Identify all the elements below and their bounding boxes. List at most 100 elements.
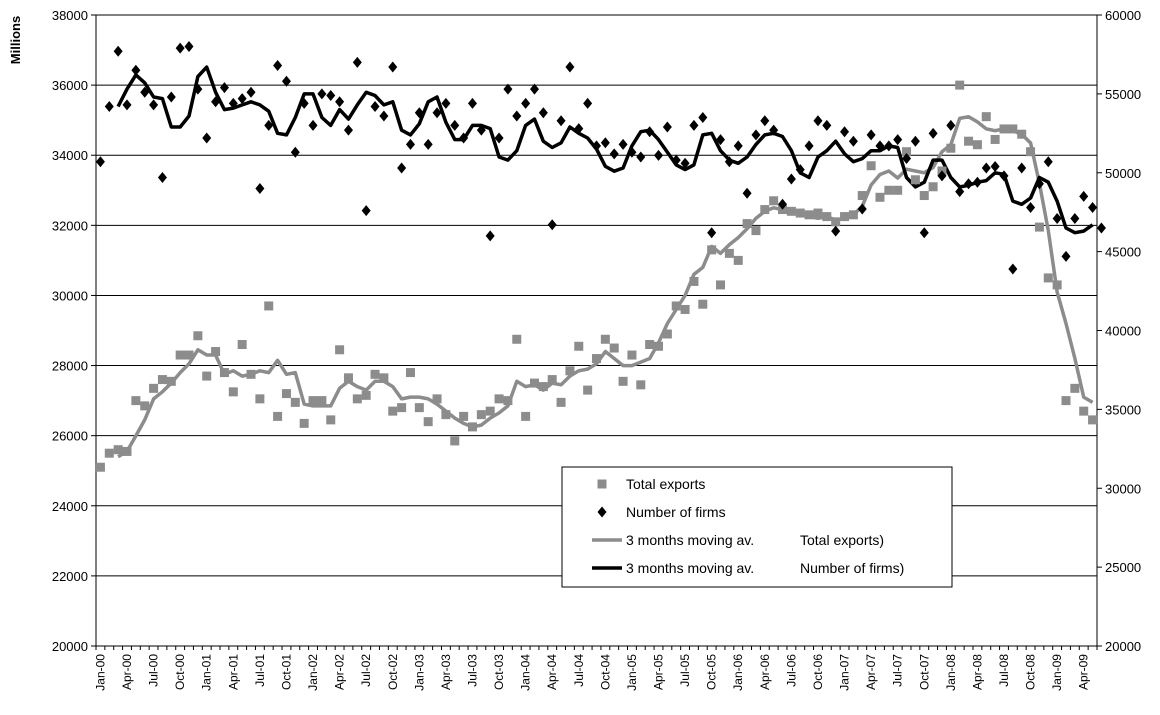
y-left-tick-label: 38000 <box>52 8 88 23</box>
total-exports-point <box>113 445 123 455</box>
number-of-firms-point <box>467 97 477 109</box>
number-of-firms-point <box>326 89 336 101</box>
total-exports-point <box>175 350 185 360</box>
total-exports-point <box>1070 383 1080 393</box>
number-of-firms-point <box>937 170 947 182</box>
total-exports-point <box>352 394 362 404</box>
total-exports-points <box>95 80 1098 472</box>
y-left-tick-label: 22000 <box>52 569 88 584</box>
total-exports-point <box>804 210 814 220</box>
x-tick-label: Oct-03 <box>492 654 506 690</box>
x-tick-label: Apr-09 <box>1077 654 1091 690</box>
number-of-firms-point <box>999 170 1009 182</box>
total-exports-point <box>140 401 150 411</box>
total-exports-point <box>361 390 371 400</box>
total-exports-point <box>848 210 858 220</box>
moving-average-firms-line <box>116 65 1094 235</box>
number-of-firms-point <box>379 110 389 122</box>
total-exports-point <box>95 462 105 472</box>
number-of-firms-points <box>95 41 1106 275</box>
total-exports-point <box>769 196 779 206</box>
y-left-tick-label: 34000 <box>52 148 88 163</box>
x-tick-label: Jul-01 <box>253 654 267 687</box>
total-exports-point <box>326 415 336 425</box>
total-exports-point <box>131 396 141 406</box>
total-exports-point <box>972 140 982 150</box>
number-of-firms-point <box>813 115 823 127</box>
number-of-firms-point <box>450 119 460 131</box>
number-of-firms-point <box>751 129 761 141</box>
number-of-firms-point <box>343 124 353 136</box>
x-tick-label: Jan-09 <box>1050 654 1064 691</box>
total-exports-point <box>556 397 566 407</box>
number-of-firms-point <box>237 93 247 105</box>
total-exports-point <box>405 368 415 378</box>
number-of-firms-point <box>866 129 876 141</box>
y-left-tick-label: 28000 <box>52 359 88 374</box>
x-tick-label: Jan-04 <box>519 654 533 691</box>
number-of-firms-point <box>95 156 105 168</box>
y-left-tick-label: 30000 <box>52 288 88 303</box>
total-exports-point <box>228 387 238 397</box>
total-exports-point <box>1026 147 1036 157</box>
total-exports-point <box>149 383 159 393</box>
y-right-tick-label: 25000 <box>1105 560 1141 575</box>
total-exports-point <box>467 422 477 432</box>
number-of-firms-point <box>113 45 123 57</box>
number-of-firms-point <box>698 112 708 124</box>
total-exports-point <box>884 185 894 195</box>
number-of-firms-point <box>423 138 433 150</box>
number-of-firms-point <box>503 83 513 95</box>
grid-lines <box>96 84 1097 577</box>
legend-label: Total exports <box>626 476 705 492</box>
y-axis-label: Millions <box>8 16 23 64</box>
total-exports-point <box>547 375 557 385</box>
number-of-firms-point <box>317 88 327 100</box>
x-tick-label: Apr-05 <box>652 654 666 690</box>
number-of-firms-point <box>361 205 371 217</box>
number-of-firms-point <box>636 151 646 163</box>
legend-swatch-diamond <box>597 506 607 518</box>
right-y-axis: 20000 25000 30000 35000 40000 45000 50000 55000… <box>1097 8 1141 654</box>
total-exports-point <box>565 366 575 376</box>
total-exports-point <box>822 212 832 222</box>
number-of-firms-point <box>149 99 159 111</box>
total-exports-point <box>166 376 176 386</box>
x-tick-label: Apr-08 <box>970 654 984 690</box>
number-of-firms-point <box>211 96 221 108</box>
total-exports-point <box>698 299 708 309</box>
total-exports-point <box>999 124 1009 134</box>
total-exports-point <box>273 411 283 421</box>
number-of-firms-point <box>609 148 619 160</box>
y-right-tick-label: 50000 <box>1105 166 1141 181</box>
legend-label-suffix: Number of firms) <box>800 560 904 576</box>
number-of-firms-point <box>273 59 283 71</box>
number-of-firms-point <box>583 97 593 109</box>
total-exports-point <box>786 206 796 216</box>
number-of-firms-point <box>804 140 814 152</box>
total-exports-point <box>840 212 850 222</box>
total-exports-point <box>1052 280 1062 290</box>
number-of-firms-point <box>104 100 114 112</box>
total-exports-point <box>662 329 672 339</box>
number-of-firms-point <box>760 115 770 127</box>
total-exports-point <box>1079 406 1089 416</box>
x-tick-label: Jan-08 <box>944 654 958 691</box>
total-exports-point <box>494 394 504 404</box>
number-of-firms-point <box>175 42 185 54</box>
total-exports-point <box>211 347 221 357</box>
y-right-tick-label: 35000 <box>1105 402 1141 417</box>
total-exports-point <box>574 341 584 351</box>
number-of-firms-point <box>166 91 176 103</box>
legend-box <box>561 466 953 588</box>
number-of-firms-point <box>512 110 522 122</box>
total-exports-point <box>379 373 389 383</box>
total-exports-point <box>104 448 114 458</box>
x-tick-label: Oct-08 <box>1024 654 1038 690</box>
number-of-firms-point <box>840 126 850 138</box>
number-of-firms-point <box>716 134 726 146</box>
number-of-firms-point <box>308 119 318 131</box>
total-exports-point <box>707 245 717 255</box>
number-of-firms-point <box>627 146 637 158</box>
number-of-firms-point <box>654 149 664 161</box>
